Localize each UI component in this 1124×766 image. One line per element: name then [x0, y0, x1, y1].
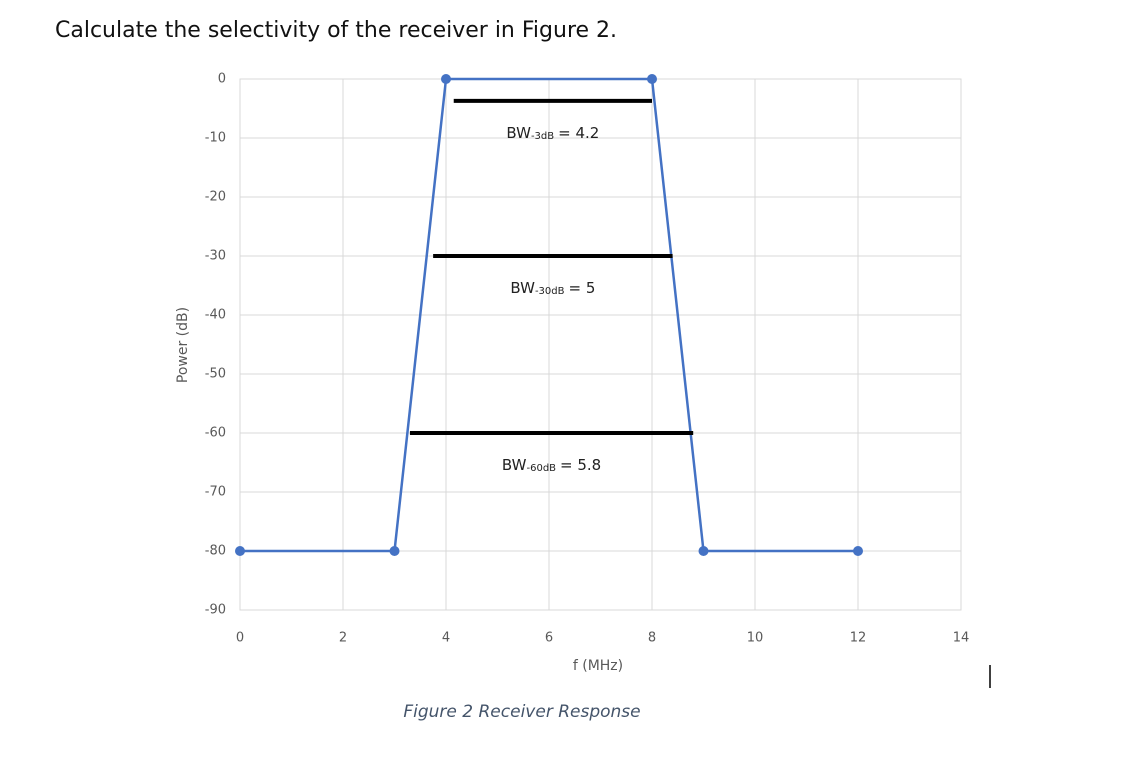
- y-axis-label: Power (dB): [175, 307, 191, 383]
- point: [698, 546, 709, 556]
- x-tick-label: 6: [545, 631, 553, 646]
- bandwidth-label-sub: -3dB: [531, 131, 554, 142]
- point: [853, 546, 863, 556]
- point: [235, 546, 245, 556]
- y-tick-label: -30: [205, 249, 226, 264]
- bandwidth-label-sub: -30dB: [535, 286, 565, 297]
- caption: Figure 2 Receiver Response: [403, 702, 640, 722]
- x-tick-label: 8: [648, 631, 656, 646]
- plot-area: [239, 78, 962, 611]
- y-tick-label: -20: [205, 190, 226, 205]
- point: [441, 74, 451, 84]
- y-tick-label: -10: [205, 131, 226, 146]
- bandwidth-label-text: = 4.2: [558, 123, 599, 141]
- bandwidth-label-text: = 5: [568, 279, 595, 297]
- y-tick-label: -70: [205, 485, 226, 500]
- x-tick-label: 12: [850, 631, 867, 646]
- y-tick-label: -50: [205, 367, 226, 382]
- bandwidth-label-sub: -60dB: [526, 463, 556, 474]
- x-tick-label: 14: [953, 631, 970, 646]
- x-axis-label: f (MHz): [573, 658, 623, 674]
- x-tick-label: 2: [339, 631, 347, 646]
- question: Calculate the selectivity of the receive…: [55, 18, 617, 43]
- grid: [239, 78, 962, 611]
- bandwidth-label-label: BW: [506, 123, 531, 141]
- point: [389, 546, 400, 556]
- y-tick-label: -80: [205, 544, 226, 559]
- bandwidth-label-label: BW: [502, 456, 527, 474]
- point: [647, 74, 657, 84]
- marks: [235, 74, 863, 556]
- y-tick-label: -60: [205, 426, 226, 441]
- y-tick-label: -40: [205, 308, 226, 323]
- bandwidth-label: BW-60dB = 5.8: [502, 456, 601, 475]
- x-tick-label: 10: [747, 631, 764, 646]
- x-tick-label: 4: [442, 631, 450, 646]
- x-tick-label: 0: [236, 631, 244, 646]
- y-tick-label: 0: [218, 72, 226, 87]
- series-line: [240, 77, 858, 553]
- bandwidth-label: BW-3dB = 4.2: [506, 123, 599, 142]
- bandwidth-label: BW-30dB = 5: [510, 279, 595, 298]
- bandwidth-label-text: = 5.8: [560, 456, 601, 474]
- y-tick-label: -90: [205, 603, 226, 618]
- bandwidth-label-label: BW: [510, 279, 535, 297]
